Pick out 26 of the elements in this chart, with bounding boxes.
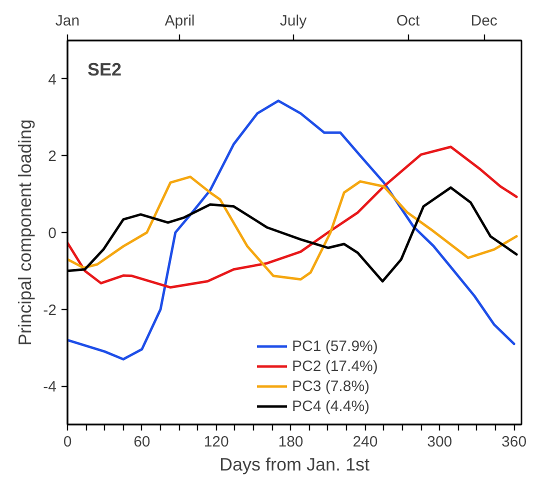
text: SE2 (88, 60, 122, 80)
x-tick-label: 120 (204, 434, 229, 450)
y-tick-label: -2 (43, 302, 57, 319)
legend-label: PC4 (4.4%) (292, 397, 370, 415)
y-tick-label: 2 (48, 148, 56, 166)
x-tick-label: 180 (278, 434, 304, 450)
x-tick-label: 60 (134, 434, 150, 450)
x-tick-label: 300 (427, 434, 452, 450)
legend-label: PC1 (57.9%) (292, 337, 378, 355)
x2-tick-label: July (280, 12, 308, 30)
x-axis-title: Days from Jan. 1st (219, 454, 370, 474)
y-tick-label: -4 (43, 378, 57, 396)
x2-tick-label: April (164, 12, 195, 30)
x2-tick-label: Jan (55, 12, 80, 30)
x-tick-label: 360 (502, 434, 527, 450)
x2-tick-label: Dec (470, 12, 498, 30)
x-tick-label: 240 (352, 434, 378, 450)
line-series (68, 100, 516, 360)
legend-label: PC3 (7.8%) (292, 377, 370, 395)
y-tick-label: 0 (48, 225, 56, 242)
line-series (68, 146, 518, 289)
x-tick-label: 0 (63, 434, 72, 450)
y-axis-title: Principal component loading (15, 119, 36, 346)
legend-label: PC2 (17.4%) (292, 357, 378, 375)
y-tick-label: 4 (48, 71, 56, 88)
x2-tick-label: Oct (396, 12, 420, 30)
